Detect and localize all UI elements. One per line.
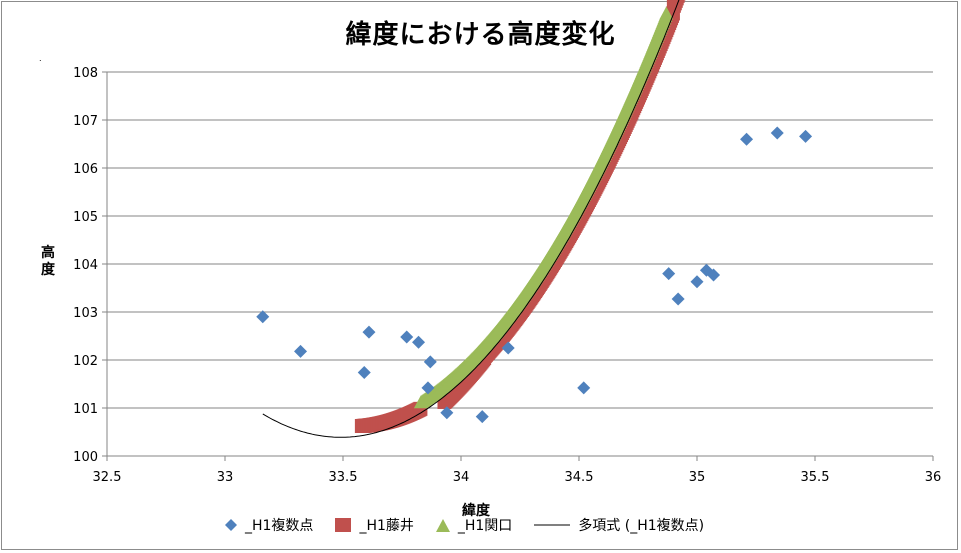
- y-axis-label-char: 高: [41, 245, 55, 261]
- x-tick-label: 36: [925, 470, 942, 485]
- line-marker-icon: [534, 524, 571, 526]
- x-tick-label: 34: [453, 470, 470, 485]
- y-tick-label: 106: [73, 162, 98, 177]
- diamond-point: [690, 275, 704, 289]
- diamond-marker-icon: [225, 519, 237, 531]
- legend-item-sekiguchi: _H1関口: [435, 515, 513, 535]
- diamond-point: [799, 129, 813, 143]
- square-marker-icon: [335, 518, 352, 532]
- y-axis-label-char: 度: [41, 262, 55, 278]
- legend-item-fujii: _H1藤井: [335, 515, 414, 535]
- diamond-point: [362, 325, 376, 339]
- y-tick-label: 107: [73, 114, 98, 129]
- diamond-point: [707, 268, 721, 282]
- sekiguchi-point: [659, 6, 674, 20]
- x-tick-label: 35.5: [801, 470, 830, 485]
- diamond-point: [440, 406, 454, 420]
- x-tick-label: 33.5: [329, 470, 358, 485]
- x-tick-label: 33: [217, 470, 234, 485]
- legend-label-sekiguchi: _H1関口: [457, 518, 513, 534]
- diamond-point: [412, 335, 426, 349]
- legend-label-trend: 多項式 (_H1複数点): [578, 518, 705, 534]
- x-tick-label: 32.5: [93, 470, 122, 485]
- diamond-point: [421, 381, 435, 395]
- trend-line: [262, 0, 680, 438]
- diamond-point: [671, 292, 685, 306]
- diamond-point: [740, 132, 754, 146]
- y-axis-label: 高度: [38, 245, 58, 279]
- y-tick-label: 108: [73, 66, 98, 81]
- chart-title: 緯度における高度変化: [345, 20, 616, 50]
- legend-label-fujii: _H1藤井: [359, 518, 414, 534]
- legend-item-points: _H1複数点: [225, 515, 313, 535]
- diamond-point: [256, 310, 270, 324]
- triangle-marker-icon: [435, 518, 450, 532]
- diamond-point: [357, 365, 371, 379]
- diamond-point: [770, 126, 784, 140]
- diamond-point: [662, 267, 676, 281]
- diamond-point: [501, 341, 515, 355]
- y-tick-label: 103: [73, 306, 98, 321]
- y-tick-label: 100: [73, 450, 98, 465]
- diamond-point: [400, 330, 414, 344]
- x-tick-label: 34.5: [565, 470, 594, 485]
- legend-item-trend: 多項式 (_H1複数点): [534, 515, 704, 535]
- diamond-point: [577, 381, 591, 395]
- diamond-point: [423, 355, 437, 369]
- fujii-point: [670, 0, 685, 3]
- diamond-point: [475, 410, 489, 424]
- y-tick-label: 101: [73, 402, 98, 417]
- legend: _H1複数点 _H1藤井 _H1関口 多項式 (_H1複数点): [225, 513, 726, 537]
- stray-dot: .: [39, 54, 42, 63]
- x-tick-label: 35: [689, 470, 706, 485]
- diamond-point: [294, 344, 308, 358]
- legend-label-points: _H1複数点: [245, 518, 314, 534]
- y-tick-label: 105: [73, 210, 98, 225]
- y-tick-label: 104: [73, 258, 98, 273]
- x-axis-label: 緯度: [462, 503, 490, 519]
- y-tick-label: 102: [73, 354, 98, 369]
